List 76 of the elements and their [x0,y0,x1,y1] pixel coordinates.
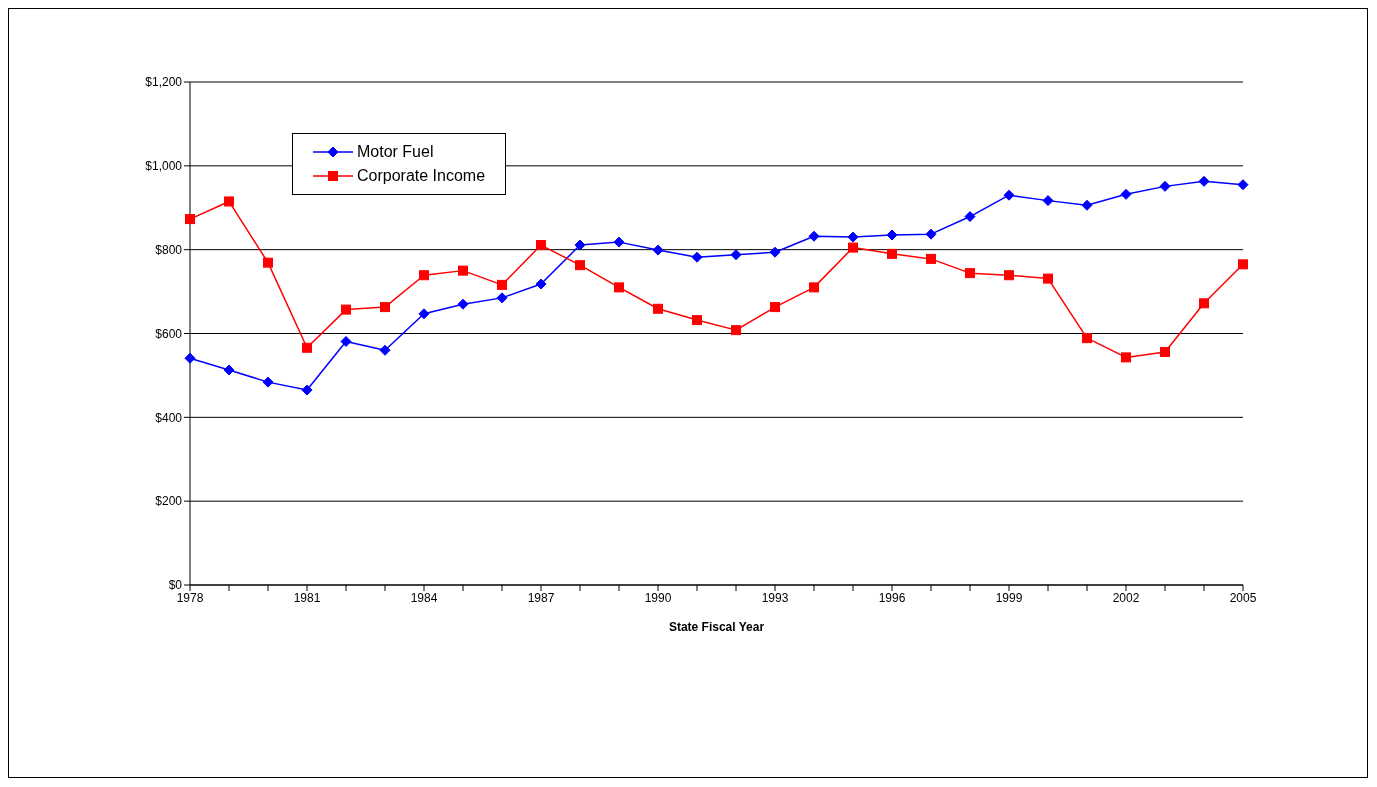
point [730,249,742,261]
point [1003,189,1015,201]
point [379,344,391,356]
point [652,244,664,256]
point [964,211,976,223]
y-tick-label: $200 [155,494,183,509]
x-tick-label: 1993 [761,590,789,605]
x-tick-label: 1981 [293,590,321,605]
y-tick-label: $600 [155,326,183,341]
point [847,231,859,243]
point [496,292,508,304]
point [497,279,507,290]
point [770,302,780,313]
point [535,278,547,290]
point [769,246,781,258]
point [925,228,937,240]
point [1120,188,1132,200]
point [1121,352,1131,363]
x-tick-label: 1978 [176,590,204,605]
point [808,230,820,242]
point [848,242,858,253]
point [614,282,624,293]
point [419,270,429,281]
point [223,364,235,376]
point [1004,270,1014,281]
x-tick-label: 2005 [1229,590,1257,605]
point [574,239,586,251]
x-tick-label: 1987 [527,590,555,605]
point [691,251,703,263]
point [575,260,585,271]
x-tick-label: 1984 [410,590,438,605]
point [653,303,663,314]
point [224,196,234,207]
point [1081,199,1093,211]
y-tick-label: $400 [155,410,183,425]
point [262,376,274,388]
y-tick-label: $0 [168,578,183,593]
point [302,342,312,353]
point [1238,259,1248,270]
point [887,248,897,259]
point [613,236,625,248]
point [886,229,898,241]
x-tick-label: 1996 [878,590,906,605]
point [1159,180,1171,192]
point [1198,175,1210,187]
point [341,304,351,315]
point [536,240,546,251]
legend-label: Corporate Income [357,167,486,185]
point [1042,195,1054,207]
point [457,298,469,310]
x-axis-title: State Fiscal Year [668,620,765,634]
y-tick-label: $800 [155,242,183,257]
y-tick-label: $1,200 [145,75,183,90]
point [1199,298,1209,309]
point [184,352,196,364]
point [731,325,741,336]
point [185,214,195,225]
point [380,302,390,313]
point [301,384,313,396]
point [926,253,936,264]
x-tick-label: 1990 [644,590,672,605]
point [809,282,819,293]
x-tick-label: 1999 [995,590,1023,605]
point [263,257,273,268]
point [1043,273,1053,284]
point [340,335,352,347]
point [1082,333,1092,344]
x-tick-label: 2002 [1112,590,1140,605]
point [965,268,975,279]
point [418,308,430,320]
legend-label: Motor Fuel [357,143,434,161]
point [1237,179,1249,191]
point [1160,346,1170,357]
point [692,315,702,326]
y-tick-label: $1,000 [145,159,183,174]
point [458,265,468,276]
